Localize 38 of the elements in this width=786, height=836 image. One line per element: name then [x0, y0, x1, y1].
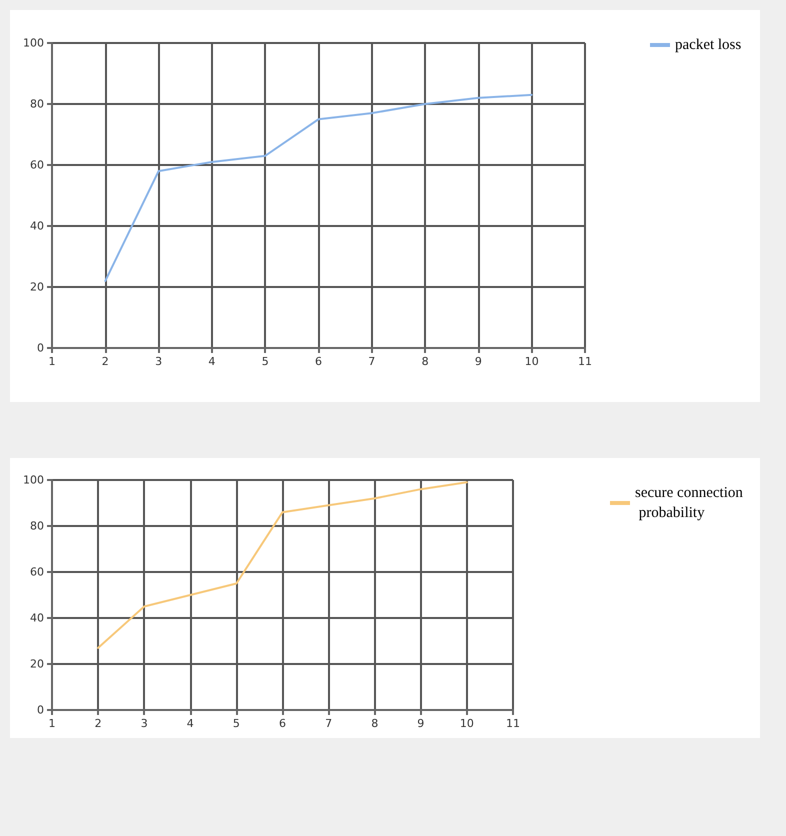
x-tick-label: 4 [186, 717, 194, 730]
x-tick-label: 2 [94, 717, 102, 730]
legend-label: secure connection probability [635, 485, 744, 521]
x-tick-label: 7 [325, 717, 332, 730]
y-tick-label: 20 [30, 280, 44, 294]
x-tick-label: 10 [524, 355, 539, 368]
x-tick-label: 3 [155, 355, 162, 368]
x-tick-label: 8 [371, 717, 378, 730]
x-tick-label: 2 [102, 355, 109, 368]
x-tick-label: 4 [208, 355, 216, 368]
y-tick-label: 60 [30, 158, 44, 172]
x-tick-label: 9 [474, 355, 482, 368]
x-tick-label: 9 [417, 717, 424, 730]
x-tick-label: 11 [506, 717, 520, 730]
x-tick-label: 8 [422, 355, 429, 368]
y-tick-label: 80 [30, 520, 44, 532]
x-tick-label: 1 [48, 355, 56, 368]
x-tick-label: 5 [262, 355, 269, 368]
y-tick-label: 100 [23, 36, 44, 50]
line-series [97, 481, 468, 649]
x-tick-label: 6 [315, 355, 322, 368]
y-tick-label: 80 [30, 98, 44, 110]
y-tick-label: 20 [30, 658, 44, 670]
x-tick-label: 10 [460, 717, 474, 730]
x-tick-label: 5 [232, 717, 240, 730]
y-tick-label: 100 [23, 474, 44, 486]
y-tick-label: 0 [37, 342, 44, 354]
x-tick-label: 6 [279, 717, 286, 730]
x-tick-label: 3 [140, 717, 148, 730]
line-series [104, 94, 533, 282]
y-tick-label: 0 [37, 704, 44, 716]
x-tick-label: 1 [48, 717, 56, 730]
legend-label: packet loss [675, 37, 742, 53]
y-tick-label: 60 [30, 566, 44, 578]
x-tick-label: 7 [368, 355, 376, 368]
x-tick-label: 11 [578, 355, 592, 368]
y-tick-label: 40 [30, 220, 44, 232]
y-tick-label: 40 [30, 612, 44, 624]
